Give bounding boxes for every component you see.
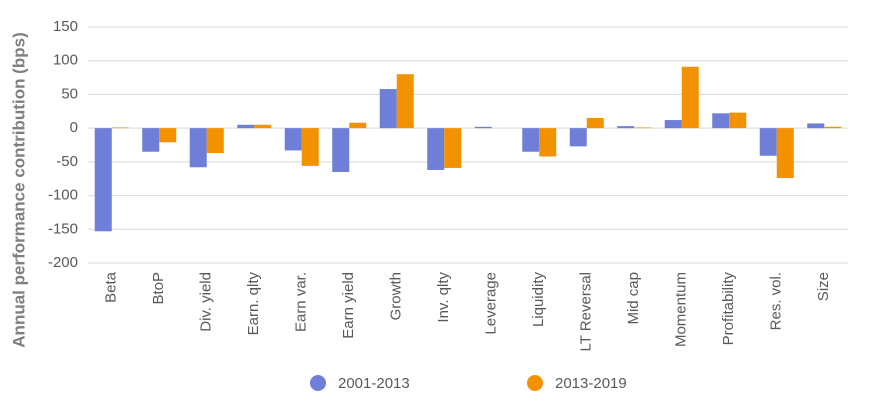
- bar: [284, 128, 302, 151]
- bar: [569, 128, 587, 147]
- y-tick-label: 50: [61, 85, 78, 102]
- x-tick-label: Growth: [388, 272, 405, 320]
- bar: [712, 113, 730, 129]
- legend-marker: [310, 375, 326, 391]
- bar: [206, 128, 224, 154]
- x-tick-label: Inv. qlty: [435, 272, 452, 323]
- x-tick-label: Liquidity: [530, 272, 547, 328]
- x-tick-label: BtoP: [150, 272, 167, 305]
- x-tick-label: Momentum: [673, 272, 690, 347]
- bar: [776, 128, 794, 179]
- bar: [664, 120, 682, 129]
- y-tick-label: -150: [48, 220, 78, 237]
- x-tick-label: Profitability: [720, 272, 737, 346]
- bar: [349, 122, 367, 129]
- bar: [237, 124, 255, 129]
- x-tick-label: Size: [815, 272, 832, 301]
- bar: [586, 118, 604, 129]
- y-tick-label: 100: [53, 52, 78, 69]
- legend-label: 2013-2019: [555, 375, 627, 392]
- bar: [94, 128, 112, 232]
- bar: [159, 128, 177, 143]
- bar: [824, 126, 842, 129]
- bar: [444, 128, 462, 168]
- y-tick-label: -200: [48, 254, 78, 271]
- bar: [379, 89, 397, 129]
- x-tick-label: Res. vol.: [768, 272, 785, 330]
- y-axis-label: Annual performance contribution (bps): [9, 32, 28, 347]
- x-tick-label: Div. yield: [198, 272, 215, 332]
- legend-label: 2001-2013: [338, 375, 410, 392]
- bar: [142, 128, 160, 152]
- x-tick-label: Earn yield: [340, 272, 357, 339]
- bar: [111, 127, 129, 129]
- bar: [807, 123, 825, 129]
- x-tick-label: Leverage: [483, 272, 500, 335]
- bar: [681, 66, 699, 129]
- y-tick-label: 150: [53, 18, 78, 35]
- bar: [522, 128, 540, 152]
- bar: [254, 124, 272, 129]
- bar: [539, 128, 557, 157]
- y-tick-label: -100: [48, 187, 78, 204]
- x-tick-label: Earn. qlty: [245, 272, 262, 336]
- bar: [396, 74, 414, 129]
- y-tick-label: -50: [56, 153, 78, 170]
- bar: [427, 128, 445, 170]
- bar: [301, 128, 319, 166]
- bar: [474, 126, 492, 129]
- x-tick-label: Beta: [103, 271, 120, 303]
- bar: [617, 126, 635, 129]
- bar: [189, 128, 207, 168]
- bar: [634, 127, 652, 129]
- x-tick-label: Earn var.: [293, 272, 310, 332]
- y-tick-label: 0: [70, 119, 78, 136]
- bar: [729, 112, 747, 129]
- bar: [759, 128, 777, 156]
- x-tick-label: LT Reversal: [578, 272, 595, 351]
- x-tick-label: Mid cap: [625, 272, 642, 325]
- legend-marker: [527, 375, 543, 391]
- bar: [332, 128, 350, 172]
